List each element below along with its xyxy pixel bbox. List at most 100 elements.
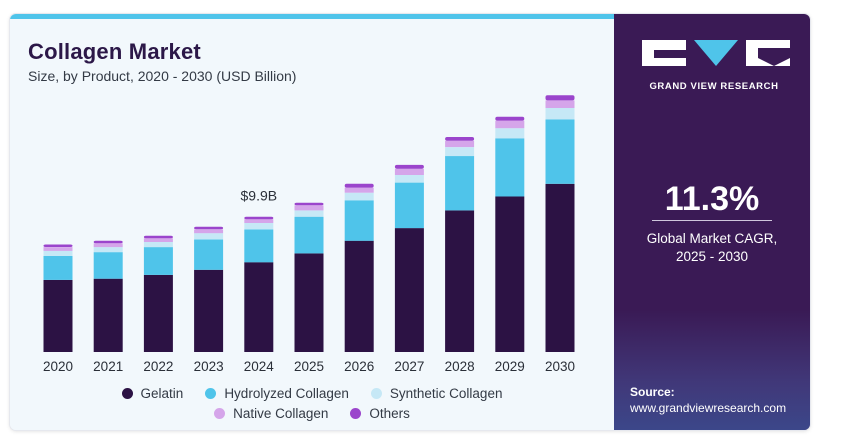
legend-label: Gelatin [140,385,184,401]
stacked-bar-chart: 2020 2021 2022 2023 2024 $9.9B 2025 2026 2027 202… [43,95,575,374]
bar-2028-hydrolyzed-collagen [445,156,475,211]
bar-2021-synthetic-collagen [93,247,123,253]
bar-2027-hydrolyzed-collagen [394,182,424,229]
legend-label: Hydrolyzed Collagen [224,385,349,401]
bar-2028-others [445,137,475,141]
bar-2025-synthetic-collagen [294,210,324,217]
bar-2021-gelatin [93,278,123,352]
bar-2026-native-collagen [344,187,374,193]
bar-2023-hydrolyzed-collagen [194,239,224,270]
bar-2021-others [93,240,123,244]
bar-2026-gelatin [344,240,374,352]
legend-item: Hydrolyzed Collagen [205,386,349,401]
bar-2024-native-collagen [244,219,274,223]
bar-2024-gelatin [244,262,274,352]
bar-2028-synthetic-collagen [445,147,475,157]
chart-panel: Collagen Market Size, by Product, 2020 -… [10,14,614,430]
legend-label: Others [369,405,410,421]
bar-2022-hydrolyzed-collagen [143,247,173,275]
bar-2022-synthetic-collagen [143,242,173,248]
chart-title: Collagen Market [28,39,201,64]
bar-2026-hydrolyzed-collagen [344,200,374,241]
bar-2024-synthetic-collagen [244,223,274,230]
legend-item: Gelatin [121,385,184,401]
bar-2030-native-collagen [545,100,575,108]
bar-2029-synthetic-collagen [495,128,525,139]
bar-2028-native-collagen [445,140,475,148]
bar-2027-others [394,164,424,169]
bar-2028-gelatin [445,210,475,352]
cagr-label: Global Market CAGR, 2025 - 2030 [614,230,810,266]
bar-2026-synthetic-collagen [344,192,374,201]
bar-2021-native-collagen [93,243,123,248]
x-tick-label: 2020 [43,359,73,374]
bar-2027-native-collagen [394,168,424,175]
bar-2020-gelatin [43,279,73,352]
x-tick-label: 2021 [93,359,123,374]
bar-2020-hydrolyzed-collagen [43,255,73,280]
grand-view-research-logo [642,40,790,66]
brand-name: GRAND VIEW RESEARCH [649,81,779,92]
cagr-label-line2: 2025 - 2030 [675,249,749,264]
brand-sidebar: GRAND VIEW RESEARCH 11.3% Global Market … [614,14,810,430]
bar-2030-hydrolyzed-collagen [545,119,575,184]
bar-2029-native-collagen [495,120,525,129]
bar-2023-others [194,226,224,230]
cagr-label-line1: Global Market CAGR, [646,231,778,246]
x-tick-label: 2026 [344,359,374,374]
x-tick-label: 2024 [244,359,275,374]
bar-2022-gelatin [143,274,173,352]
legend-swatch [370,387,382,399]
legend-swatch [121,387,133,399]
cagr-value: 11.3% [664,180,760,218]
x-tick-label: 2029 [495,359,525,374]
chart-subtitle: Size, by Product, 2020 - 2030 (USD Billi… [28,68,297,84]
bar-2027-gelatin [394,228,424,352]
legend-label: Native Collagen [233,405,329,421]
sidebar-glow [614,310,810,430]
bar-2020-others [43,244,73,247]
bar-2030-synthetic-collagen [545,108,575,120]
bar-2029-others [495,116,525,121]
x-tick-label: 2022 [143,359,173,374]
legend-row: Gelatin Hydrolyzed Collagen Synthetic Coll… [10,383,614,403]
bar-2025-hydrolyzed-collagen [294,216,324,254]
legend-item: Synthetic Collagen [370,385,503,401]
bar-2025-native-collagen [294,205,324,211]
source-url[interactable]: www.grandviewresearch.com [630,401,787,415]
bar-2026-others [344,183,374,188]
legend-swatch [205,387,217,399]
infographic-card: Collagen Market Size, by Product, 2020 -… [10,14,810,430]
bar-2020-native-collagen [43,247,73,251]
bar-2029-hydrolyzed-collagen [495,138,525,197]
bar-2023-synthetic-collagen [194,233,224,240]
x-tick-label: 2027 [394,359,424,374]
bar-2022-others [143,235,173,239]
legend-item: Native Collagen [214,406,328,421]
bar-2029-gelatin [495,196,525,352]
bar-2023-gelatin [194,269,224,352]
x-tick-label: 2023 [194,359,224,374]
bar-2020-synthetic-collagen [43,250,73,256]
source-title: Source: [630,385,675,399]
bar-2027-synthetic-collagen [394,175,424,183]
bar-2025-others [294,202,324,206]
bar-2025-gelatin [294,253,324,352]
value-annotation: $9.9B [241,188,278,204]
bar-2024-others [244,216,274,220]
bar-2021-hydrolyzed-collagen [93,252,123,279]
legend-label: Synthetic Collagen [389,385,503,401]
cagr-divider [652,220,772,221]
bar-2023-native-collagen [194,229,224,234]
x-tick-label: 2025 [294,359,324,374]
bar-2024-hydrolyzed-collagen [244,229,274,263]
x-tick-label: 2030 [545,359,575,374]
legend-swatch [350,407,362,419]
bar-2030-others [545,95,575,101]
chart-legend: Gelatin Hydrolyzed Collagen Synthetic Coll… [10,383,614,423]
bar-2030-gelatin [545,183,575,352]
legend-swatch [214,407,226,419]
x-tick-label: 2028 [445,359,475,374]
legend-item: Others [350,406,410,421]
legend-row: Native Collagen Others [10,403,614,423]
